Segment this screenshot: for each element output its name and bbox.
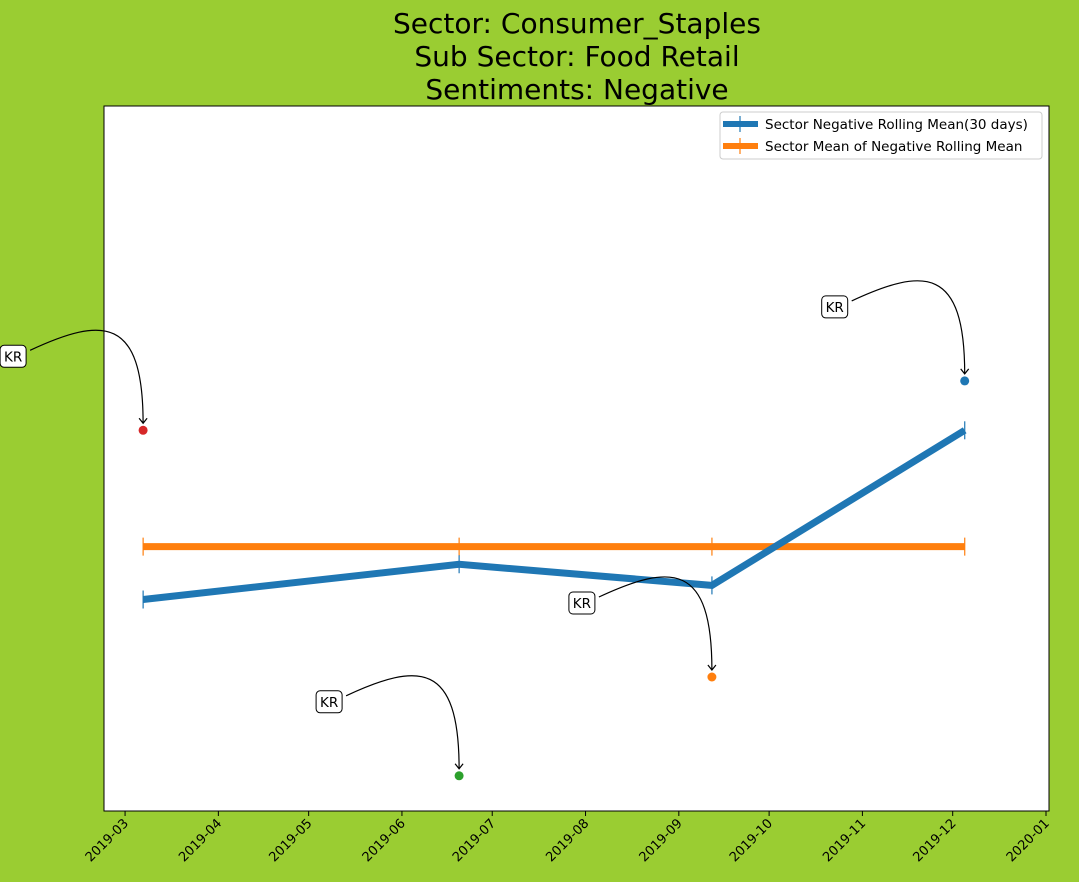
series-layer bbox=[142, 421, 967, 609]
x-tick-label: 2019-07 bbox=[450, 816, 499, 865]
x-tick-label: 2019-12 bbox=[911, 816, 960, 865]
title-line-3: Sentiments: Negative bbox=[425, 73, 728, 106]
series-line-rolling-mean bbox=[142, 427, 967, 603]
plot-area bbox=[103, 105, 1050, 812]
annotation-label-box bbox=[315, 690, 343, 714]
title-line-1: Sector: Consumer_Staples bbox=[393, 7, 761, 40]
annotation-label: KR bbox=[573, 596, 591, 612]
annotation-label-box bbox=[568, 591, 596, 615]
annotation-arrow bbox=[851, 280, 970, 375]
annotation-label: KR bbox=[826, 300, 844, 316]
annotation-label-box bbox=[0, 344, 27, 368]
annotation-layer: KR KR KR KR bbox=[0, 280, 970, 781]
x-tick-label: 2019-09 bbox=[637, 816, 686, 865]
chart-title: Sector: Consumer_Staples Sub Sector: Foo… bbox=[393, 7, 761, 106]
title-line-2: Sub Sector: Food Retail bbox=[414, 40, 739, 73]
annotation-arrow bbox=[598, 576, 717, 671]
legend-label-mean-of-rolling-mean: Sector Mean of Negative Rolling Mean bbox=[765, 139, 1022, 155]
x-tick-label: 2019-04 bbox=[176, 816, 225, 865]
x-tick-label: 2020-01 bbox=[1004, 816, 1053, 865]
x-tick-label: 2019-10 bbox=[727, 816, 776, 865]
legend-label-rolling-mean: Sector Negative Rolling Mean(30 days) bbox=[765, 117, 1028, 133]
legend-box bbox=[719, 111, 1043, 160]
annotation-arrow bbox=[29, 329, 148, 425]
annotation-arrow bbox=[345, 675, 464, 770]
x-tick-label: 2019-08 bbox=[543, 816, 592, 865]
legend: Sector Negative Rolling Mean(30 days) Se… bbox=[719, 111, 1043, 160]
data-point bbox=[454, 771, 464, 781]
annotation-label: KR bbox=[4, 349, 22, 365]
annotation-label-box bbox=[821, 295, 849, 319]
annotation-label: KR bbox=[320, 695, 338, 711]
data-point bbox=[138, 425, 148, 435]
data-point bbox=[960, 376, 970, 386]
x-tick-label: 2019-06 bbox=[360, 816, 409, 865]
data-point bbox=[707, 672, 717, 682]
x-axis: 2019-03 2019-04 2019-05 2019-06 2019-07 2019-… bbox=[83, 811, 1053, 865]
x-tick-label: 2019-03 bbox=[83, 816, 132, 865]
x-tick-label: 2019-05 bbox=[266, 816, 315, 865]
x-tick-label: 2019-11 bbox=[820, 816, 869, 865]
